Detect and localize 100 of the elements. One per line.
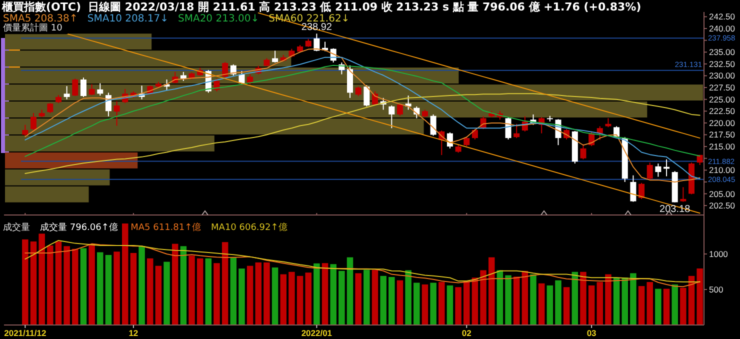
bar <box>346 257 354 325</box>
bar <box>538 283 545 325</box>
y-tick-label: 230.00 <box>709 70 736 81</box>
x-tick-label: 12 <box>128 328 138 338</box>
bar <box>5 152 138 168</box>
bar <box>596 282 604 325</box>
bar <box>396 280 404 325</box>
candlestick <box>355 86 362 97</box>
bar <box>88 244 95 325</box>
candlestick <box>222 62 228 78</box>
y-tick-label: 222.50 <box>709 106 736 116</box>
bar <box>196 258 204 325</box>
bar <box>663 288 670 325</box>
y-tick-label: 500 <box>709 284 724 294</box>
y-tick-label: 210.00 <box>709 165 736 176</box>
annotation: 成交量 796.06↑億 <box>40 222 118 233</box>
bar <box>246 266 254 325</box>
bar <box>680 288 686 325</box>
y-tick-label: 225.00 <box>709 94 736 104</box>
x-tick-label: 03 <box>586 328 597 338</box>
bar <box>588 285 595 325</box>
bar <box>530 274 536 325</box>
bar <box>172 244 178 325</box>
bar <box>388 276 395 325</box>
x-tick-label: 2022/01 <box>301 328 332 338</box>
bar <box>646 282 653 325</box>
bar <box>55 241 62 325</box>
candlestick <box>72 78 78 97</box>
bar <box>580 272 586 325</box>
bar <box>22 239 28 325</box>
line-series <box>66 33 700 214</box>
bar <box>355 273 362 325</box>
bar <box>463 281 470 325</box>
candlestick <box>655 163 662 178</box>
candlestick <box>22 124 28 136</box>
bar <box>505 275 512 325</box>
candlestick <box>347 64 354 98</box>
bar <box>296 276 304 325</box>
bar <box>122 223 128 325</box>
x-tick-label: 2021/11/12 <box>4 328 46 338</box>
text: SMA5 208.38↑ <box>3 14 78 24</box>
bar <box>214 263 220 325</box>
candlestick <box>97 82 104 96</box>
bar <box>405 270 412 325</box>
line-series <box>258 12 700 139</box>
text: SMA10 208.17↓ <box>87 14 168 24</box>
bar <box>546 285 554 325</box>
bar <box>114 252 120 325</box>
bar <box>338 270 345 325</box>
y-tick-label: 205.00 <box>709 188 736 199</box>
candlestick <box>272 50 278 64</box>
candlestick <box>80 77 86 98</box>
series-label: MA5 611.81↑億 <box>130 222 202 233</box>
bar <box>155 266 162 325</box>
bar <box>80 248 87 325</box>
bar <box>688 276 695 325</box>
y-tick-label: 242.50 <box>709 12 736 22</box>
bar <box>605 274 612 325</box>
text: SMA20 213.00↓ <box>178 14 260 24</box>
bar <box>696 268 703 325</box>
candlestick <box>638 182 645 200</box>
y-tick-label: 217.50 <box>709 130 736 140</box>
bar <box>364 270 370 325</box>
bar <box>238 268 245 325</box>
candlestick <box>596 126 603 140</box>
bar <box>455 287 462 325</box>
bar <box>288 272 295 325</box>
bar <box>38 234 45 325</box>
candlestick <box>114 100 120 126</box>
bar <box>613 278 620 325</box>
bar <box>513 276 520 325</box>
bar <box>372 270 378 325</box>
candlestick <box>630 174 636 202</box>
bar <box>655 288 662 325</box>
bar <box>72 248 78 325</box>
bar <box>205 258 212 325</box>
y-tick-label: 220.00 <box>709 118 736 128</box>
candlestick <box>388 104 395 129</box>
bar <box>622 278 628 325</box>
bar <box>188 256 195 325</box>
bar <box>672 284 678 325</box>
candlestick <box>30 112 36 131</box>
candlestick <box>464 136 470 147</box>
candlestick <box>514 123 520 139</box>
line-series <box>24 93 700 174</box>
bar <box>130 252 137 325</box>
y-tick-label: 235.00 <box>709 47 736 58</box>
bar <box>414 282 420 325</box>
bar <box>496 270 504 325</box>
candlestick <box>646 162 653 181</box>
bar <box>330 264 336 325</box>
candlestick <box>580 144 586 160</box>
bar <box>138 246 145 325</box>
bar <box>230 257 237 325</box>
bar <box>222 242 228 325</box>
bar <box>30 241 37 325</box>
bar <box>430 282 436 325</box>
candlestick <box>88 84 95 96</box>
bar <box>255 262 262 325</box>
bar <box>563 287 570 325</box>
